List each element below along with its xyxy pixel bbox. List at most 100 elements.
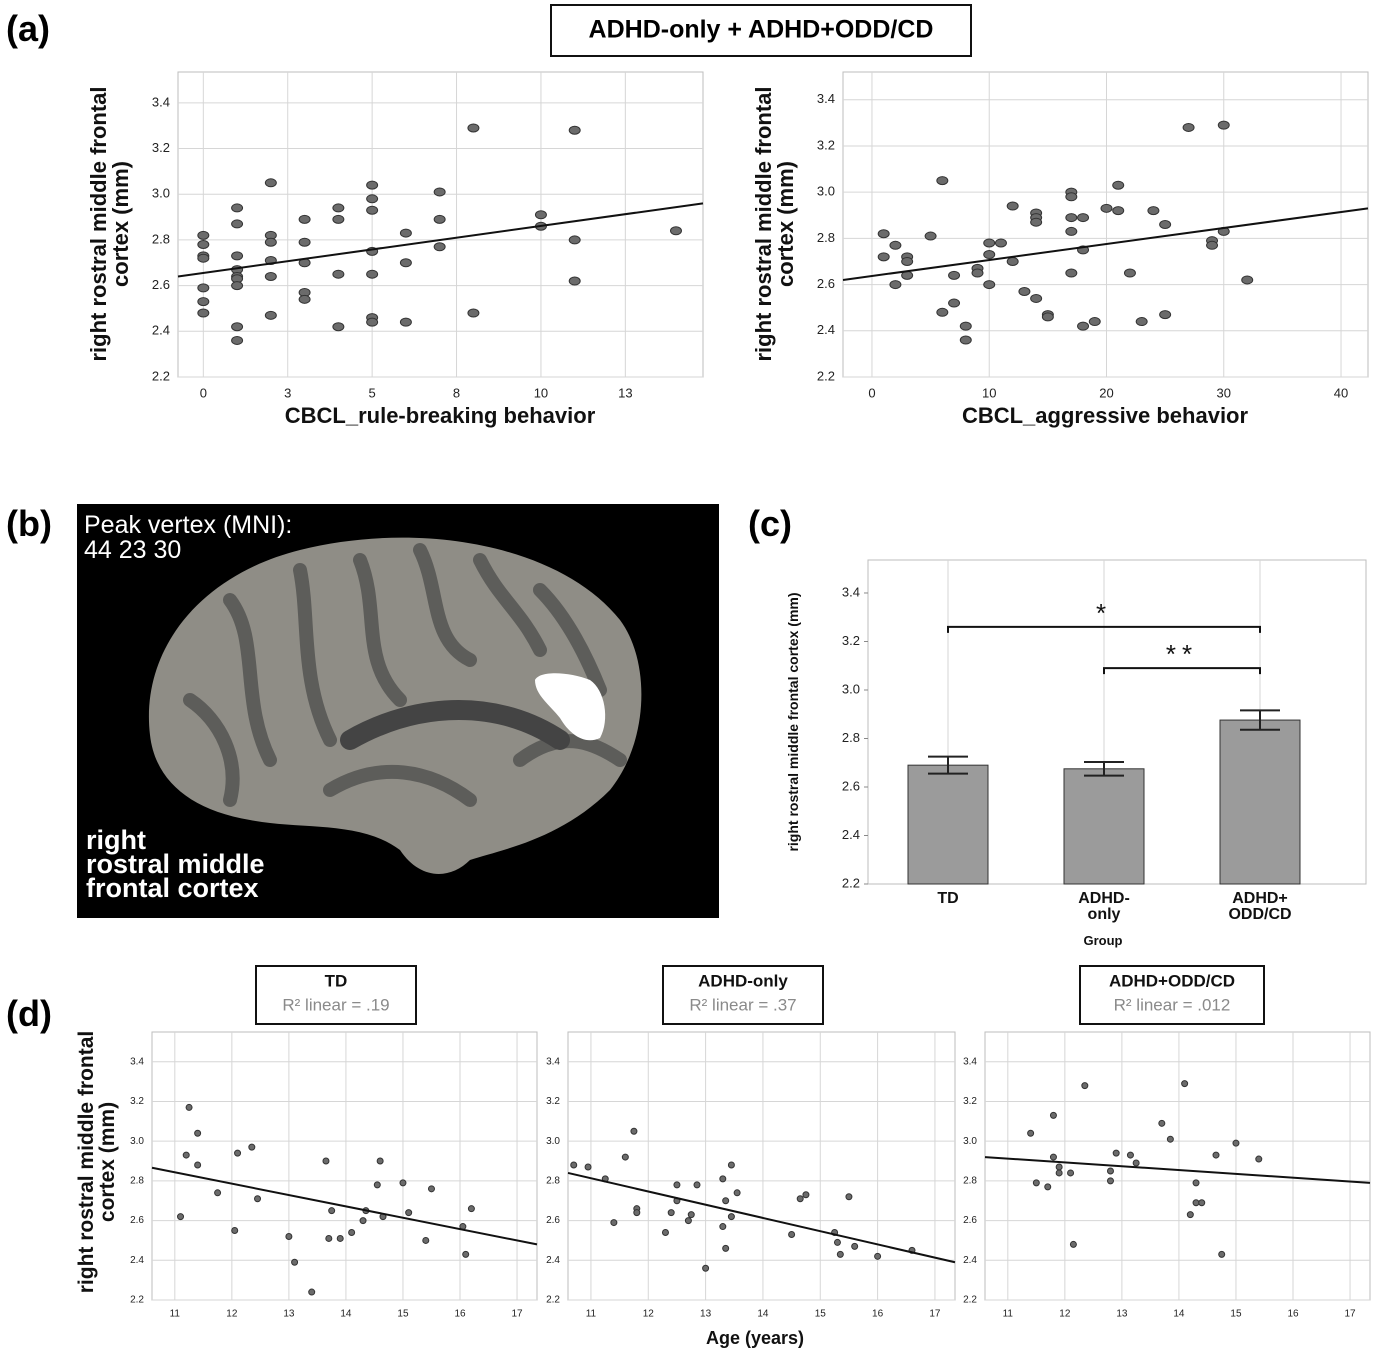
scatter-point: [584, 1163, 592, 1171]
scatter-point: [399, 317, 412, 327]
scatter-point: [727, 1213, 735, 1221]
scatter-point: [1069, 1240, 1077, 1248]
scatter-point: [264, 237, 277, 247]
scatter-point: [1112, 1149, 1120, 1157]
scatter-point: [366, 194, 379, 204]
scatter-point: [231, 251, 244, 261]
scatter-point: [796, 1195, 804, 1203]
title-box: [1079, 965, 1265, 1025]
y-tick-label: 3.0: [130, 1136, 144, 1147]
x-tick-label: 20: [1099, 385, 1113, 400]
scatter-point: [322, 1157, 330, 1165]
scatter-point: [1126, 1151, 1134, 1159]
scatter-point: [359, 1217, 367, 1225]
scatter-point: [1218, 1250, 1226, 1258]
scatter-point: [877, 252, 890, 262]
scatter-point: [399, 258, 412, 268]
scatter-point: [366, 205, 379, 215]
x-tick-label: ADHD- only: [1078, 890, 1130, 923]
scatter-point: [889, 280, 902, 290]
scatter-point: [298, 294, 311, 304]
x-axis-label: Group: [1083, 933, 1123, 948]
scatter-point: [1106, 1167, 1114, 1175]
scatter-point: [462, 1250, 470, 1258]
x-tick-label: 0: [200, 385, 207, 400]
trend-line: [984, 1156, 1371, 1184]
y-tick-label: 2.4: [546, 1255, 560, 1266]
chart-title: TD: [325, 971, 348, 990]
scatter-point: [194, 1129, 202, 1137]
scatter-point: [661, 1229, 669, 1237]
chart-subtitle: R² linear = .012: [1114, 995, 1231, 1014]
scatter-point: [325, 1234, 333, 1242]
y-tick-label: 2.4: [842, 827, 860, 842]
scatter-point: [1123, 268, 1136, 278]
y-tick-label: 3.0: [842, 681, 860, 696]
scatter-point: [1067, 1169, 1075, 1177]
scatter-point: [1112, 180, 1125, 190]
scatter-point: [630, 1127, 638, 1135]
y-tick-label: 2.6: [963, 1215, 977, 1226]
scatter-point: [924, 231, 937, 241]
scatter-point: [1027, 1129, 1035, 1137]
scatter-point: [1217, 120, 1230, 130]
scatter-point: [936, 307, 949, 317]
y-tick-label: 2.8: [963, 1176, 977, 1187]
y-tick-label: 2.6: [817, 276, 835, 291]
y-tick-label: 2.6: [152, 277, 170, 292]
scatter-point: [291, 1258, 299, 1266]
bar: [1219, 719, 1301, 885]
scatter-point: [197, 283, 210, 293]
scatter-point: [308, 1288, 316, 1296]
scatter-point: [348, 1229, 356, 1237]
x-tick-label: 12: [643, 1309, 655, 1320]
scatter-point: [194, 1161, 202, 1169]
scatter-point: [959, 321, 972, 331]
y-tick-label: 2.2: [842, 875, 860, 890]
x-tick-label: 15: [815, 1309, 827, 1320]
scatter-point: [1192, 1179, 1200, 1187]
scatter-point: [1077, 321, 1090, 331]
scatter-point: [332, 322, 345, 332]
trend-line: [567, 1171, 956, 1264]
scatter-point: [1135, 317, 1148, 327]
scatter-point: [1206, 240, 1219, 250]
scatter-point: [1212, 1151, 1220, 1159]
x-tick-label: 10: [982, 385, 996, 400]
scatter-point: [234, 1149, 242, 1157]
scatter-point: [1018, 287, 1031, 297]
scatter-point: [610, 1219, 618, 1227]
y-axis-label: right rostral middle frontal cortex (mm): [75, 1030, 119, 1294]
scatter-point: [336, 1234, 344, 1242]
scatter-point: [733, 1189, 741, 1197]
x-tick-label: 11: [586, 1309, 597, 1320]
scatter-point: [1088, 317, 1101, 327]
panel-label: (d): [6, 993, 52, 1034]
scatter-point: [1006, 201, 1019, 211]
scatter-point: [874, 1252, 882, 1260]
scatter-point: [1181, 1080, 1189, 1088]
bar: [1063, 768, 1145, 885]
scatter-point: [328, 1207, 336, 1215]
scatter-point: [1112, 206, 1125, 216]
scatter-point: [1198, 1199, 1206, 1207]
scatter-point: [264, 178, 277, 188]
title-box: [550, 4, 972, 57]
y-tick-label: 3.2: [152, 140, 170, 155]
scatter-point: [1158, 1119, 1166, 1127]
scatter-point: [231, 1227, 239, 1235]
x-tick-label: 14: [1173, 1309, 1185, 1320]
x-tick-label: 10: [534, 385, 548, 400]
scatter-point: [405, 1209, 413, 1217]
scatter-point: [231, 219, 244, 229]
significance-label: *: [1096, 598, 1112, 628]
scatter-point: [373, 1181, 381, 1189]
scatter-point: [231, 335, 244, 345]
scatter-point: [633, 1209, 641, 1217]
y-tick-label: 3.0: [152, 186, 170, 201]
scatter-point: [1065, 192, 1078, 202]
x-tick-label: 16: [1287, 1309, 1299, 1320]
x-tick-label: TD: [937, 890, 959, 907]
x-tick-label: 15: [397, 1309, 409, 1320]
